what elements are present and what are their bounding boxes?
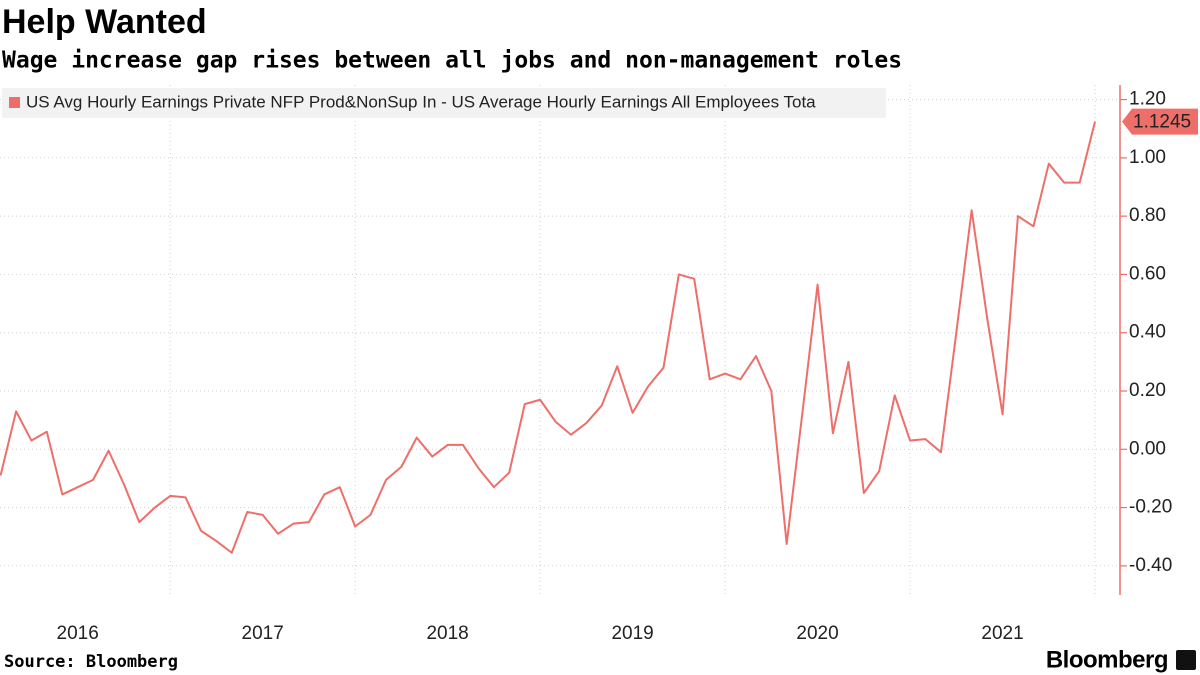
legend-swatch: [9, 97, 20, 108]
brand: Bloomberg: [1046, 646, 1168, 673]
line-series: [0, 121, 1096, 554]
x-tick-label: 2019: [611, 623, 653, 644]
chart-title: Help Wanted: [2, 3, 207, 41]
y-tick-label: 1.00: [1129, 147, 1166, 168]
y-tick-label: 0.40: [1129, 322, 1166, 343]
chart-subtitle: Wage increase gap rises between all jobs…: [2, 48, 902, 74]
x-tick-label: 2020: [796, 623, 838, 644]
y-tick-label: 0.60: [1129, 263, 1166, 284]
x-tick-label: 2016: [57, 623, 99, 644]
source: Source: Bloomberg: [4, 652, 178, 672]
y-tick-label: -0.40: [1129, 555, 1172, 576]
y-tick-label: 0.20: [1129, 380, 1166, 401]
legend-box: [2, 88, 886, 118]
legend-label: US Avg Hourly Earnings Private NFP Prod&…: [26, 92, 816, 111]
grid: [0, 85, 1120, 595]
y-tick-label: 1.20: [1129, 89, 1166, 110]
x-tick-label: 2021: [981, 623, 1023, 644]
brand-icon: [1176, 650, 1196, 670]
plot: [0, 121, 1096, 554]
x-tick-label: 2018: [426, 623, 468, 644]
y-tick-label: 0.80: [1129, 205, 1166, 226]
overlay: 1.20 1.00 0.80 0.60 0.40 0.20 0.00 -0.20 -0.40 20…: [2, 85, 1198, 644]
x-tick-label: 2017: [242, 623, 284, 644]
y-tick-label: -0.20: [1129, 497, 1172, 518]
last-value-label: 1.1245: [1133, 112, 1191, 133]
y-tick-label: 0.00: [1129, 438, 1166, 459]
last-value-tag: [1122, 108, 1198, 135]
